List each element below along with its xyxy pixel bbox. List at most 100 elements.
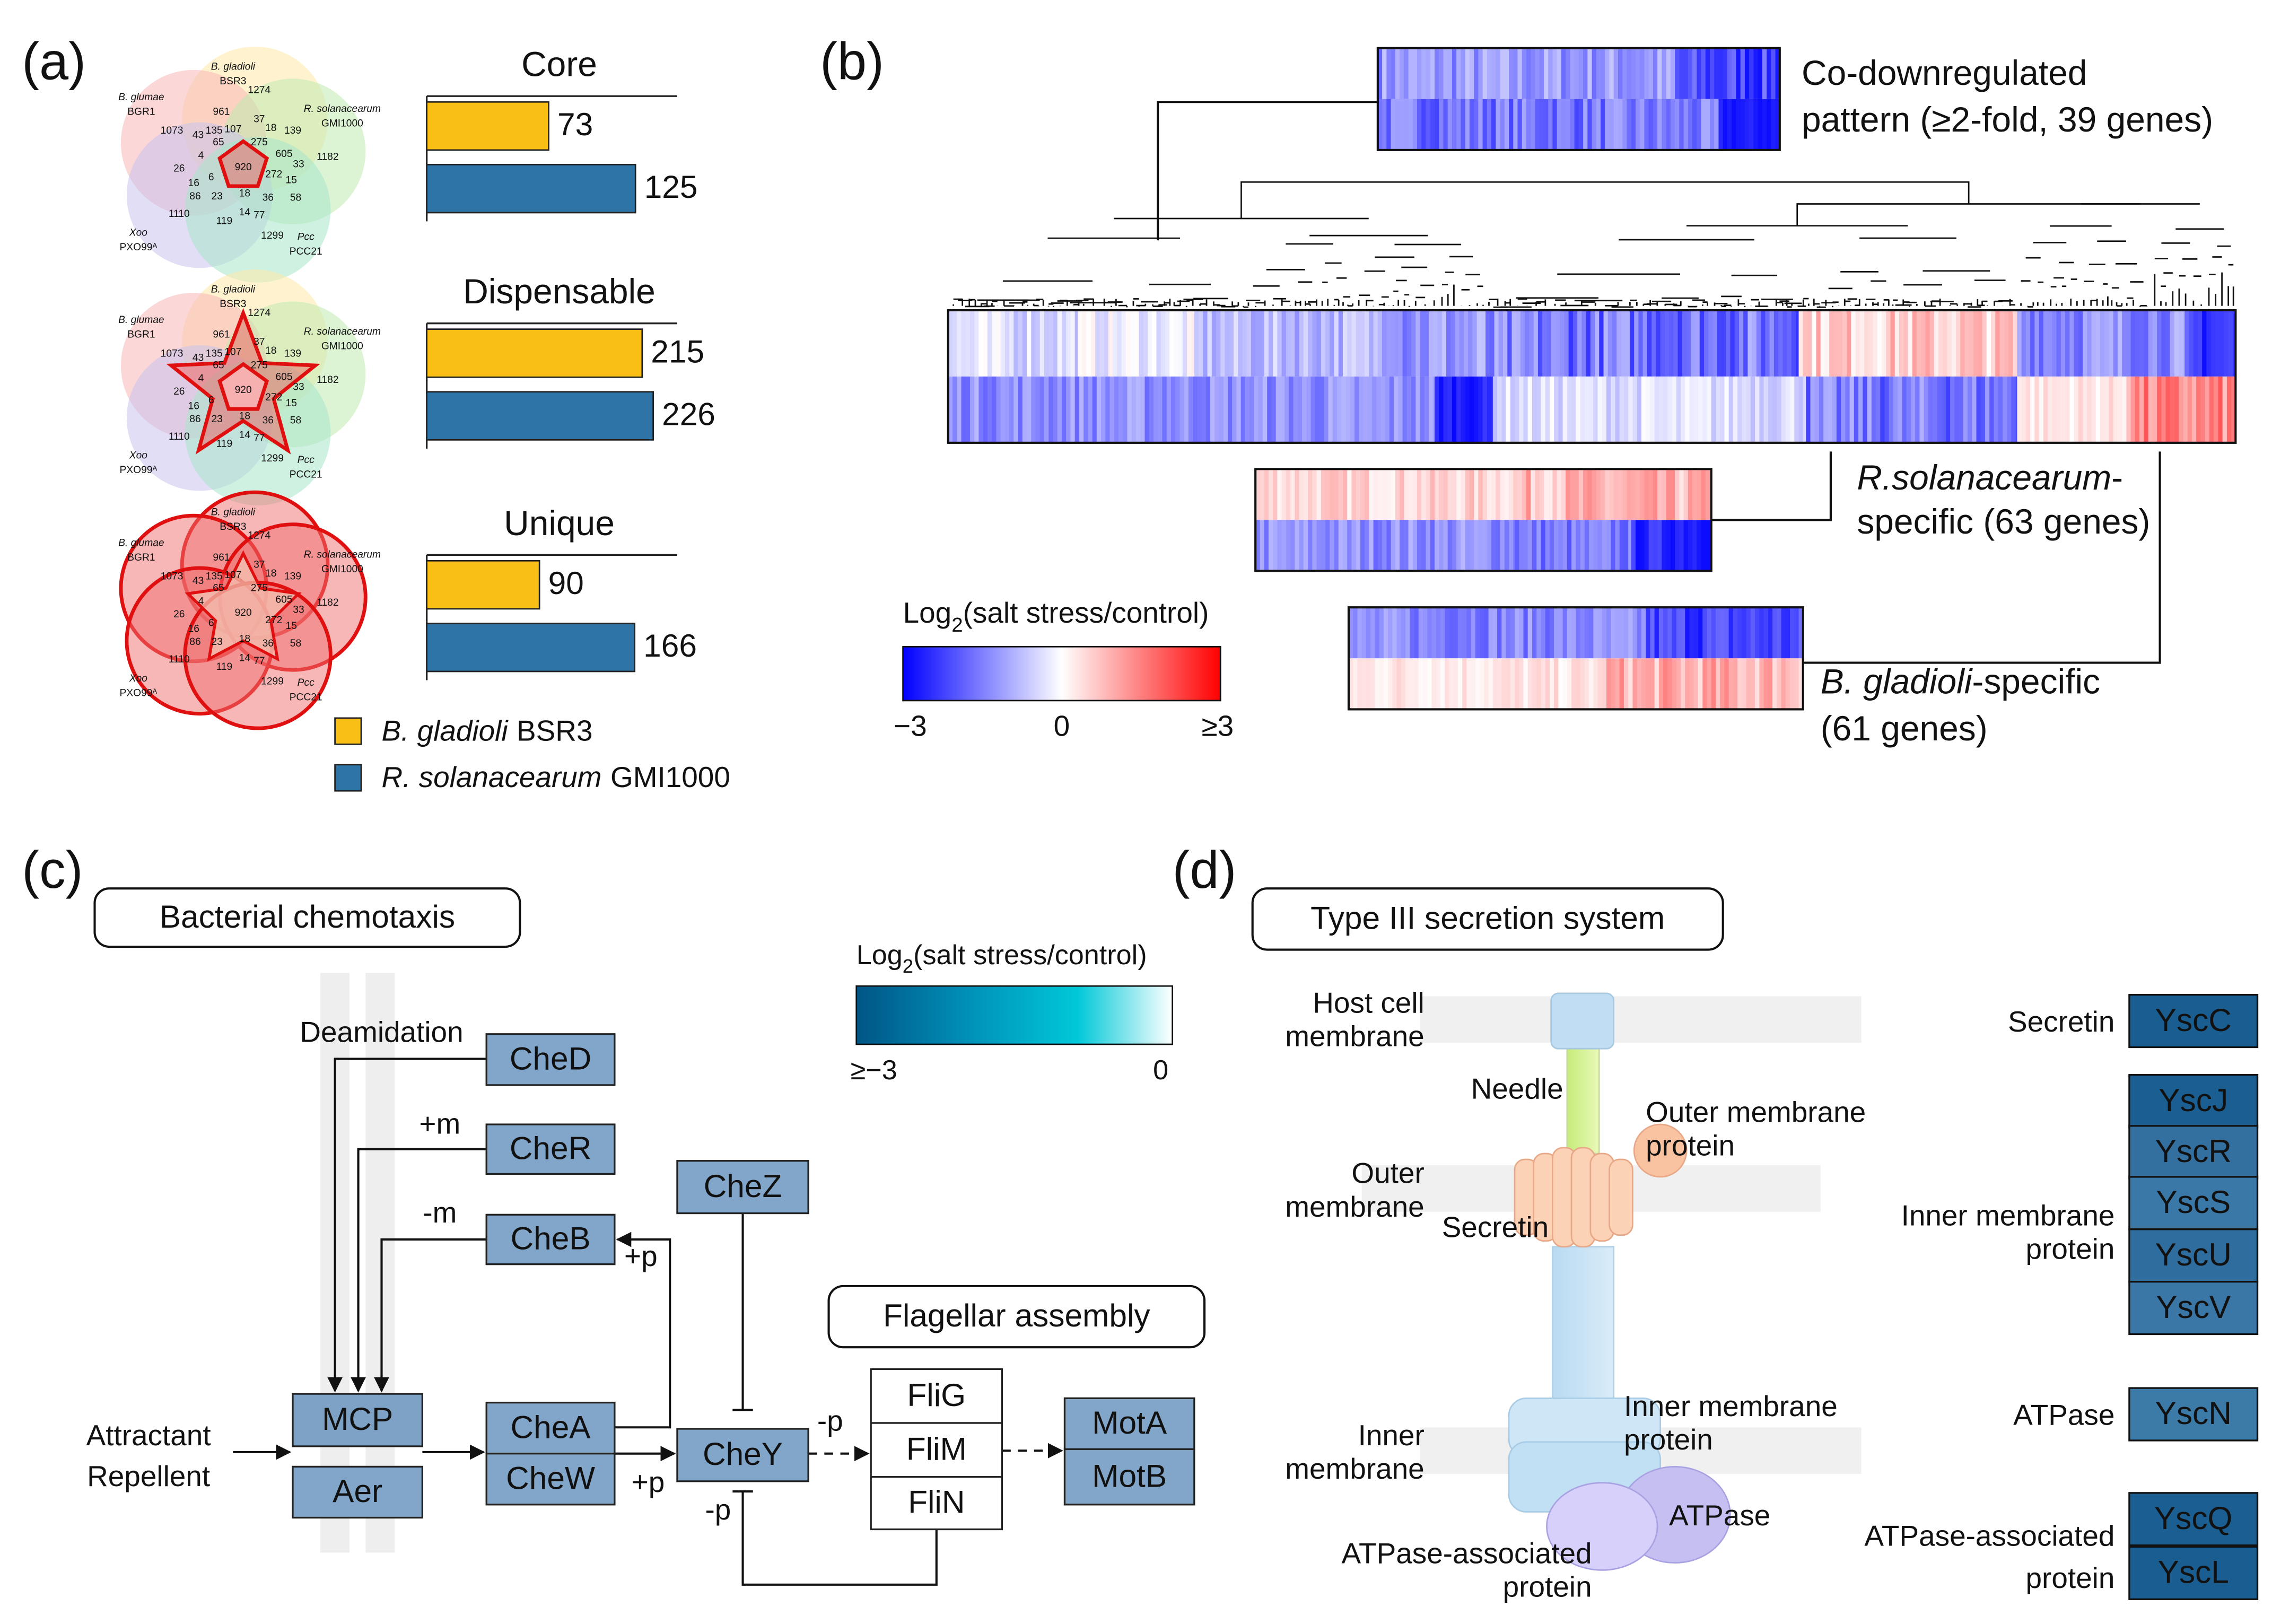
heatmap-cell [1623,376,1629,443]
heatmap-cell [2224,310,2229,377]
gene-name: YscS [2156,1184,2231,1220]
heatmap-cell [1501,376,1507,443]
heatmap-cell [1500,48,1505,99]
venn-count: 15 [286,398,297,409]
heatmap-cell [1772,658,1778,710]
heatmap-cell [2015,376,2018,443]
venn-count: 26 [173,163,185,174]
legend-label-part: GMI1000 [610,761,730,793]
venn-count: 1182 [317,597,338,608]
heatmap-cell [1833,310,1839,377]
heatmap-cell [1545,376,1550,443]
heatmap-cell [969,376,975,443]
heatmap-cell [2074,310,2079,377]
heatmap-cell [1347,520,1352,571]
heatmap-cell [1078,310,1083,377]
heatmap-cell [1601,48,1606,99]
heatmap-cell [2152,310,2157,377]
heatmap-cell [2034,376,2040,443]
heatmap-cell [1048,310,1054,377]
heatmap-cell [1689,376,1694,443]
heatmap-cell [1660,310,1665,377]
heatmap-cell [1737,607,1743,659]
dendrogram-branch [1240,181,2140,226]
heatmap-cell [1637,607,1642,659]
heatmap-cell [1480,658,1485,710]
heatmap-cell [2228,310,2233,377]
heatmap-cell [1452,520,1457,571]
heatmap-cell [1330,469,1335,520]
heatmap-cell [1123,376,1128,443]
colorbar-title: Log2(salt stress/control) [903,596,1209,636]
heatmap-cell [1175,376,1181,443]
heatmap-cell [1360,310,1365,377]
venn-count: 107 [224,347,241,358]
venn-highlight [217,139,269,188]
heatmap-cell [1968,376,1973,443]
heatmap-cell [1434,48,1440,99]
venn-count: 16 [188,178,199,189]
gene-name: YscJ [2159,1082,2228,1118]
heatmap-cell [1281,469,1287,520]
heatmap-cell [1469,48,1474,99]
membrane-band [1420,996,1862,1043]
heatmap-cell [1681,607,1686,659]
heatmap-cell [1341,376,1347,443]
heatmap-cell [1580,520,1585,571]
gene-box [2128,1228,2259,1283]
heatmap-cell [1689,607,1694,659]
heatmap-cell [1461,520,1466,571]
heatmap-cell [1628,520,1632,571]
heatmap-cell [1061,376,1067,443]
heatmap-cell [1679,48,1684,99]
heatmap-cell [1462,607,1467,659]
heatmap-cell [1325,310,1331,377]
pathway-edge [374,1238,487,1393]
heatmap-cell [1245,376,1251,443]
heatmap-cell [1389,376,1394,443]
heatmap-cell [1742,376,1747,443]
heatmap-cell [1255,520,1261,571]
heatmap-cell [2202,310,2207,377]
heatmap-cell [1370,607,1376,659]
venn-set-name: Pcc [298,455,314,466]
heatmap-cell [1533,310,1539,377]
gene-box [870,1475,1003,1531]
heatmap-cell [1707,376,1712,443]
heatmap-cell [1160,310,1166,377]
heatmap-cell [1859,310,1865,377]
heatmap-cell [1819,376,1824,443]
heatmap-cell [1262,376,1268,443]
heatmap-cell [1631,469,1636,520]
heatmap-cell [1763,607,1769,659]
heatmap-cell [1744,48,1750,99]
heatmap-cell [1542,310,1548,377]
heatmap-cell [1360,469,1365,520]
heatmap-cell [1771,99,1776,150]
heatmap-cell [1688,99,1693,150]
heatmap-cell [1095,310,1100,377]
connector [1803,451,2161,664]
heatmap-cell [1574,48,1579,99]
heatmap-cell [1396,607,1402,659]
heatmap-cell [1497,376,1502,443]
heatmap-cell [1640,99,1645,150]
heatmap-cell [2210,310,2216,377]
heatmap-cell [2052,310,2057,377]
heatmap-cell [1589,658,1594,710]
heatmap-cell [1420,376,1425,443]
gene-box [2128,1074,2259,1129]
heatmap-cell [1452,99,1457,150]
heatmap-cell [1275,376,1281,443]
heatmap-cell [1682,310,1687,377]
heatmap-cell [1315,376,1320,443]
heatmap-cell [1622,48,1628,99]
heatmap-cell [1702,376,1708,443]
heatmap-cell [2122,310,2127,377]
venn-count: 107 [224,570,241,581]
heatmap-cell [1715,607,1721,659]
heatmap-cell [1083,376,1089,443]
heatmap-cell [1013,310,1019,377]
heatmap-cell [1436,658,1441,710]
venn-count: 23 [211,191,222,202]
